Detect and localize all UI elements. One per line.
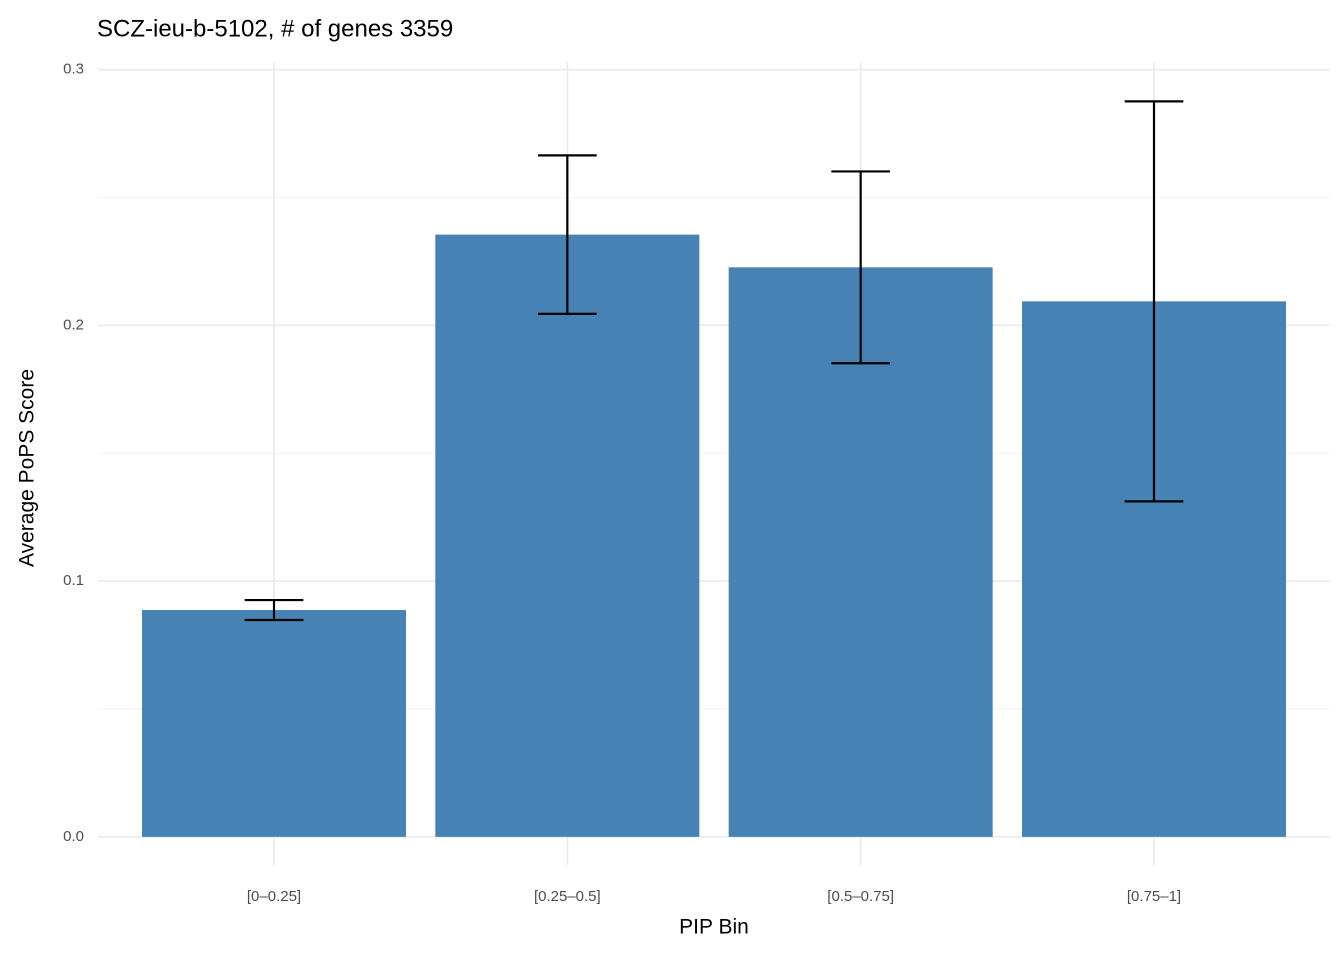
x-tick-label: [0.5–0.75] (827, 888, 894, 905)
x-tick-label: [0–0.25] (247, 888, 301, 905)
bar (142, 610, 406, 837)
y-axis-title: Average PoPS Score (16, 369, 39, 567)
x-tick-label: [0.75–1] (1127, 888, 1181, 905)
y-tick-label: 0.3 (63, 61, 84, 78)
error-bar (831, 170, 890, 365)
y-tick-label: 0.0 (63, 828, 84, 845)
y-tick-label: 0.2 (63, 316, 84, 333)
chart-title: SCZ-ieu-b-5102, # of genes 3359 (97, 15, 453, 42)
error-bar (1124, 100, 1184, 503)
error-bar (538, 154, 597, 315)
bar (435, 234, 700, 837)
x-tick-label: [0.25–0.5] (534, 888, 601, 905)
y-tick-label: 0.1 (63, 572, 84, 589)
x-axis-title: PIP Bin (679, 916, 749, 939)
error-bar (244, 598, 304, 622)
